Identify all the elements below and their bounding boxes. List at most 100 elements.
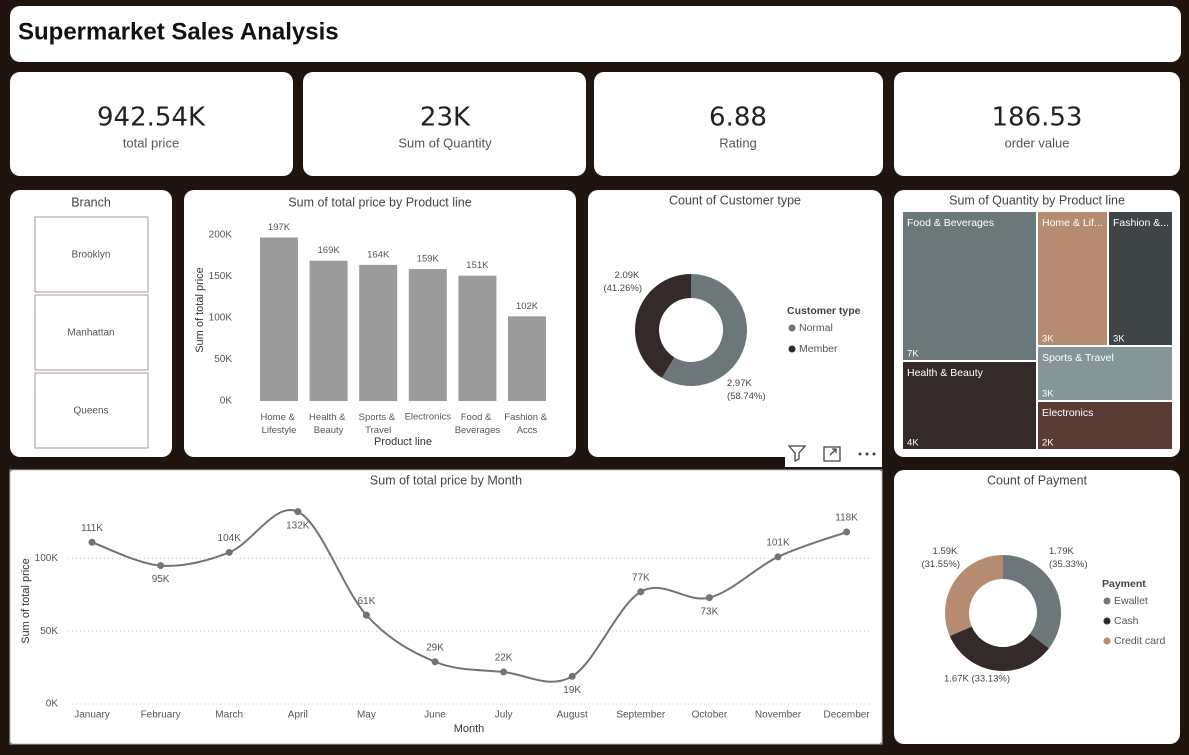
line-point <box>362 611 370 619</box>
treemap-tile <box>903 362 1036 449</box>
header-card <box>10 6 1181 62</box>
treemap-tile <box>1109 212 1172 345</box>
line-point <box>500 668 508 676</box>
bar <box>359 264 398 401</box>
legend-label: Ewallet <box>1114 595 1148 607</box>
data-label: 95K <box>152 574 170 585</box>
kpi-value: 6.88 <box>709 103 767 133</box>
x-tick-label: May <box>357 710 376 721</box>
data-label: 2.97K (58.74%) <box>727 378 766 402</box>
line-point <box>431 658 439 666</box>
data-label: 73K <box>701 606 719 617</box>
data-label: 118K <box>835 513 858 524</box>
kpi-value: 186.53 <box>992 103 1083 133</box>
line-point <box>568 672 576 680</box>
donut-segment <box>661 274 748 386</box>
line-point <box>294 508 302 516</box>
data-label: 169K <box>318 245 341 256</box>
kpi-label: order value <box>1004 135 1069 150</box>
slicer-item[interactable] <box>34 294 149 371</box>
treemap-tile <box>903 212 1036 360</box>
legend-label: Normal <box>799 322 833 334</box>
legend-marker <box>1103 637 1111 645</box>
kpi-card <box>303 72 586 176</box>
treemap-tile <box>1038 212 1107 345</box>
kpi-value: 942.54K <box>97 103 206 133</box>
tile-label: Electronics <box>1042 407 1093 419</box>
tile-value: 7K <box>907 349 919 360</box>
tile-label: Home & Lif... <box>1042 217 1103 229</box>
data-label: 164K <box>367 249 390 260</box>
x-tick-label: September <box>616 710 666 721</box>
data-label: 1.59K (31.55%) <box>921 546 960 570</box>
chart-title: Sum of total price by Product line <box>288 195 471 209</box>
y-tick-label: 100K <box>35 553 59 564</box>
line-point <box>774 553 782 561</box>
chart-title: Sum of total price by Month <box>370 473 522 487</box>
data-label: 151K <box>466 260 489 271</box>
tile-value: 2K <box>1042 438 1054 449</box>
y-axis-label: Sum of total price <box>194 267 206 353</box>
donut-segment <box>945 555 1003 636</box>
chart-title: Sum of Quantity by Product line <box>949 193 1125 207</box>
tile-value: 3K <box>1042 389 1054 400</box>
data-label: 61K <box>358 596 376 607</box>
tile-value: 3K <box>1042 334 1054 345</box>
tile-label: Fashion &... <box>1113 217 1169 229</box>
y-tick-label: 0K <box>220 396 233 407</box>
x-tick-label: June <box>424 710 446 721</box>
data-label: 22K <box>495 653 513 664</box>
tile-label: Food & Beverages <box>907 217 994 229</box>
y-tick-label: 150K <box>209 271 233 282</box>
line-point <box>225 548 233 556</box>
focus-icon[interactable] <box>823 446 841 462</box>
slicer-item-label[interactable]: Brooklyn <box>72 250 111 261</box>
x-tick-label: Electronics <box>405 412 452 423</box>
tile-value: 3K <box>1113 334 1125 345</box>
slicer-item-label[interactable]: Manhattan <box>67 328 114 339</box>
bar <box>408 269 447 401</box>
legend-label: Credit card <box>1114 635 1166 647</box>
x-axis-label: Product line <box>374 436 432 448</box>
donut-segment <box>1003 555 1061 649</box>
kpi-card <box>10 72 293 176</box>
x-tick-label: August <box>557 710 588 721</box>
legend-title: Customer type <box>787 305 861 317</box>
data-label: 1.67K (33.13%) <box>944 674 1010 685</box>
donut-segment <box>635 274 691 378</box>
y-axis-label: Sum of total price <box>20 558 32 644</box>
data-label: 132K <box>286 520 310 531</box>
kpi-label: Rating <box>719 135 757 150</box>
x-axis-label: Month <box>454 723 485 735</box>
more-options-icon[interactable] <box>858 452 876 456</box>
data-label: 102K <box>516 301 539 312</box>
data-label: 19K <box>563 685 581 696</box>
data-label: 2.09K (41.26%) <box>603 270 642 294</box>
bar <box>458 275 497 401</box>
kpi-label: total price <box>123 135 179 150</box>
slicer-item-label[interactable]: Queens <box>73 406 108 417</box>
tile-label: Health & Beauty <box>907 367 984 379</box>
tile-label: Sports & Travel <box>1042 352 1114 364</box>
legend-marker <box>1103 617 1111 625</box>
data-label: 101K <box>766 537 790 548</box>
x-tick-label: December <box>824 710 871 721</box>
slicer-item[interactable] <box>34 216 149 293</box>
line-point <box>705 594 713 602</box>
legend-title: Payment <box>1102 578 1146 590</box>
data-label: 1.79K (35.33%) <box>1049 546 1088 570</box>
chart-title: Count of Payment <box>987 473 1088 487</box>
slicer-title: Branch <box>71 195 111 209</box>
kpi-value: 23K <box>420 103 471 133</box>
y-tick-label: 50K <box>40 626 58 637</box>
tile-value: 4K <box>907 438 919 449</box>
slicer-item[interactable] <box>34 372 149 449</box>
filter-icon[interactable] <box>787 445 807 463</box>
legend-marker <box>788 324 796 332</box>
x-tick-label: Health & Beauty <box>309 412 348 436</box>
line-point <box>843 528 851 536</box>
data-label: 159K <box>417 254 440 265</box>
bar <box>309 260 348 401</box>
legend-marker <box>1103 597 1111 605</box>
kpi-label: Sum of Quantity <box>398 135 492 150</box>
